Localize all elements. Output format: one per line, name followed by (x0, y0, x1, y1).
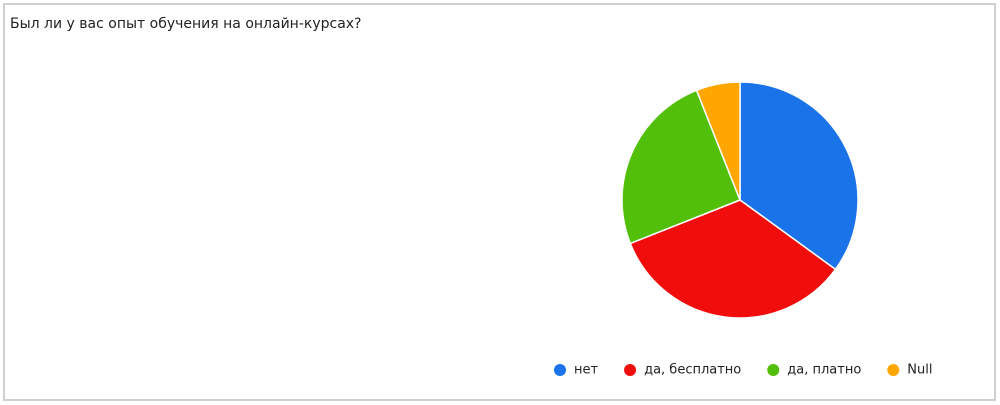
legend-marker (554, 364, 566, 376)
pie-slice (629, 199, 837, 319)
legend-label: да, бесплатно (644, 363, 741, 378)
legend-marker (624, 364, 637, 376)
legend-label: Null (907, 363, 932, 378)
legend-label: да, платно (787, 363, 861, 378)
pie-slice (621, 89, 741, 245)
pie-slice (739, 81, 859, 271)
legend-marker (887, 364, 900, 376)
pie-slice (695, 81, 741, 201)
legend-label: нет (574, 363, 598, 378)
chart-title: Был ли у вас опыт обучения на онлайн-кур… (10, 16, 362, 32)
legend-marker (767, 364, 780, 376)
